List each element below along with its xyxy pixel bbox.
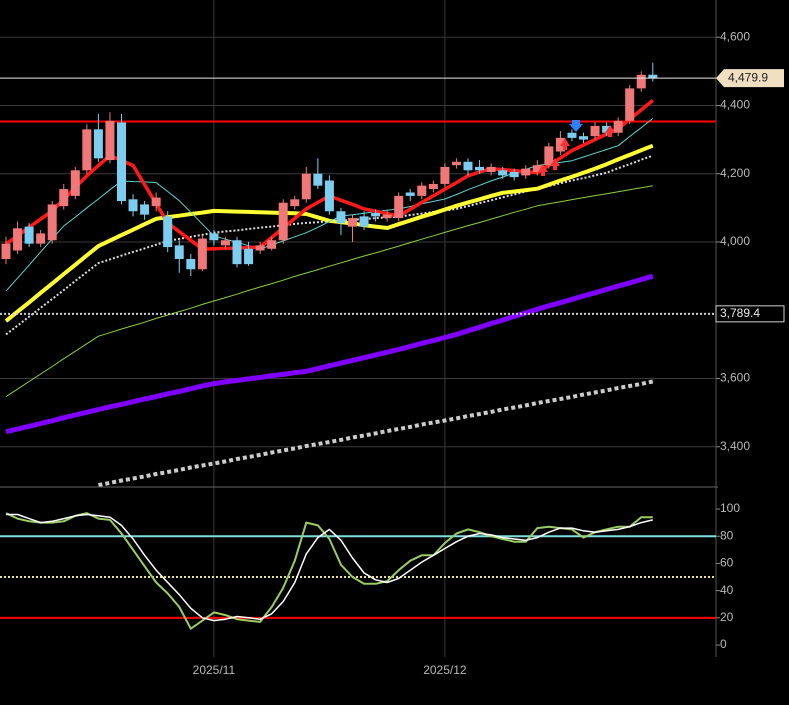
candle-body bbox=[567, 132, 577, 138]
indicator-line bbox=[5, 185, 653, 398]
indicator-line bbox=[6, 513, 653, 622]
candle-body bbox=[174, 245, 184, 260]
candle-body bbox=[636, 74, 646, 89]
candle-body bbox=[36, 233, 46, 244]
candle-body bbox=[301, 173, 311, 200]
candle-body bbox=[82, 129, 92, 171]
candle-body bbox=[590, 125, 600, 137]
candle-body bbox=[394, 195, 404, 219]
price-tag bbox=[716, 69, 784, 88]
signal-arrows bbox=[538, 120, 615, 176]
y-tick-label: 4,200 bbox=[720, 166, 750, 180]
candle-body bbox=[128, 199, 138, 212]
price-tag-label: 4,479.9 bbox=[728, 70, 768, 84]
price-tag bbox=[715, 305, 785, 323]
candle-body bbox=[267, 240, 277, 249]
candle-body bbox=[197, 238, 207, 270]
y-tick-label: 20 bbox=[720, 610, 734, 624]
candle-body bbox=[117, 122, 126, 202]
candle-body bbox=[428, 183, 438, 190]
buy-signal bbox=[605, 125, 615, 137]
candle-body bbox=[382, 214, 392, 219]
candle-body bbox=[59, 189, 69, 207]
candle-body bbox=[371, 212, 381, 217]
candle-body bbox=[555, 137, 565, 152]
indicator-line bbox=[98, 379, 654, 487]
candle-body bbox=[244, 248, 254, 265]
candle-body bbox=[613, 120, 623, 133]
candle-body bbox=[509, 172, 519, 178]
y-tick-label: 60 bbox=[720, 556, 734, 570]
candle-body bbox=[359, 216, 369, 227]
y-tick-label: 4,400 bbox=[720, 98, 750, 112]
candle-body bbox=[1, 243, 11, 260]
candle-body bbox=[336, 211, 346, 224]
candle-body bbox=[220, 240, 230, 246]
candle-body bbox=[405, 192, 415, 196]
candle-body bbox=[278, 202, 288, 241]
candle-body bbox=[324, 180, 334, 212]
candle-body bbox=[70, 170, 80, 196]
candle-body bbox=[417, 185, 427, 196]
candle-body bbox=[544, 146, 554, 166]
y-tick-label: 4,600 bbox=[720, 29, 750, 43]
x-tick-label: 2025/11 bbox=[193, 663, 236, 677]
candle-body bbox=[463, 161, 473, 171]
x-tick-label: 2025/12 bbox=[423, 663, 467, 677]
price-tag-label: 3,789.4 bbox=[720, 306, 760, 320]
candle-body bbox=[151, 197, 161, 207]
candle-body bbox=[648, 74, 658, 79]
indicator-line bbox=[4, 143, 654, 323]
y-tick-label: 40 bbox=[720, 583, 734, 597]
candle-body bbox=[24, 226, 34, 244]
candle-body bbox=[486, 166, 496, 173]
candle-body bbox=[579, 136, 588, 140]
y-tick-label: 3,400 bbox=[720, 439, 750, 453]
candle-body bbox=[163, 216, 173, 248]
candle-body bbox=[47, 204, 57, 241]
candle-body bbox=[255, 245, 265, 251]
candle-body bbox=[13, 228, 23, 251]
indicator-line bbox=[5, 512, 653, 630]
candle-body bbox=[475, 166, 485, 171]
candle-body bbox=[140, 204, 150, 215]
candle-body bbox=[440, 166, 450, 184]
y-tick-label: 80 bbox=[720, 528, 734, 542]
candle-body bbox=[105, 120, 115, 161]
candle-body bbox=[209, 233, 219, 241]
sell-signal bbox=[569, 120, 583, 132]
candle-body bbox=[451, 161, 461, 166]
candle-body bbox=[290, 199, 300, 207]
candle-body bbox=[186, 259, 196, 270]
candle-body bbox=[625, 88, 635, 121]
candle-body bbox=[93, 129, 103, 159]
y-tick-label: 3,600 bbox=[720, 371, 750, 385]
candle-body bbox=[532, 165, 542, 173]
buy-signal bbox=[560, 138, 570, 150]
candle-body bbox=[498, 170, 508, 176]
candle-body bbox=[348, 218, 357, 227]
buy-signal bbox=[550, 158, 560, 170]
candle-body bbox=[232, 240, 242, 265]
y-tick-label: 100 bbox=[720, 501, 740, 515]
candle-body bbox=[313, 173, 323, 186]
y-tick-label: 4,000 bbox=[720, 234, 750, 248]
indicator-line bbox=[5, 273, 654, 435]
y-tick-label: 0 bbox=[720, 637, 727, 651]
buy-signal bbox=[538, 164, 548, 176]
candle-body bbox=[521, 168, 531, 176]
candle-body bbox=[602, 125, 612, 133]
